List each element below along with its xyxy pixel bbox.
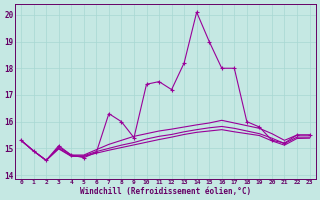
X-axis label: Windchill (Refroidissement éolien,°C): Windchill (Refroidissement éolien,°C) — [80, 187, 251, 196]
